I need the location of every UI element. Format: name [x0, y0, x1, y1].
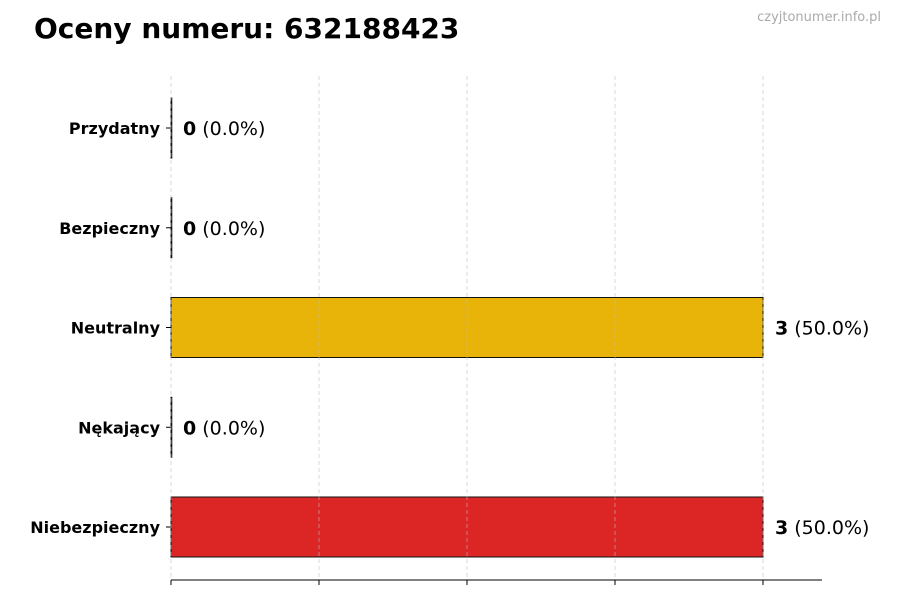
value-label: 0 (0.0%) — [183, 417, 265, 439]
chart-title: Oceny numeru: 632188423 — [34, 12, 460, 45]
watermark: czyjtonumer.info.pl — [757, 10, 881, 25]
value-percent: (50.0%) — [788, 517, 869, 539]
category-label: Neutralny — [71, 319, 161, 338]
bar-1 — [170, 197, 173, 259]
value-label: 3 (50.0%) — [775, 318, 869, 340]
value-label: 0 (0.0%) — [183, 118, 265, 140]
value-percent: (50.0%) — [788, 318, 869, 340]
value-percent: (0.0%) — [196, 218, 265, 240]
bar-2 — [170, 297, 764, 358]
category-label: Nękający — [78, 418, 160, 437]
value-count: 3 — [775, 318, 788, 340]
value-count: 0 — [183, 218, 196, 240]
value-count: 3 — [775, 517, 788, 539]
value-percent: (0.0%) — [196, 417, 265, 439]
category-label: Bezpieczny — [59, 219, 160, 238]
value-count: 0 — [183, 118, 196, 140]
category-label: Niebezpieczny — [30, 518, 160, 537]
value-count: 0 — [183, 417, 196, 439]
value-percent: (0.0%) — [196, 118, 265, 140]
category-label: Przydatny — [69, 119, 161, 138]
value-label: 0 (0.0%) — [183, 218, 265, 240]
value-label: 3 (50.0%) — [775, 517, 869, 539]
